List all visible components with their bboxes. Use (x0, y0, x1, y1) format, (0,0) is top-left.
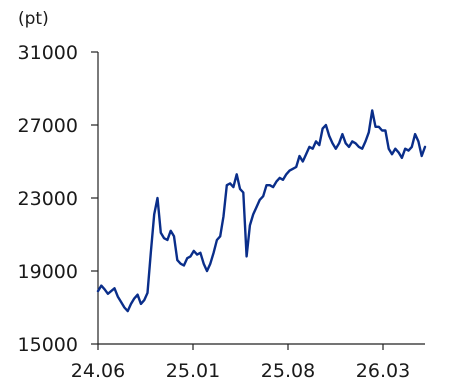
x-axis-ticks: 24.06 25.01 25.08 26.03 (71, 344, 410, 380)
y-tick-label: 23000 (18, 188, 78, 210)
x-tick-label: 26.03 (356, 360, 410, 380)
x-tick-label: 25.01 (166, 360, 220, 380)
y-tick-label: 31000 (18, 42, 78, 64)
x-tick-label: 25.08 (261, 360, 315, 380)
y-axis-ticks: 31000 27000 23000 19000 15000 (18, 42, 98, 356)
index-line (96, 109, 427, 313)
x-tick-label: 24.06 (71, 360, 125, 380)
y-unit-label: (pt) (18, 9, 49, 29)
y-tick-label: 19000 (18, 261, 78, 283)
y-tick-label: 15000 (18, 334, 78, 356)
y-tick-label: 27000 (18, 115, 78, 137)
series-group (96, 109, 427, 313)
